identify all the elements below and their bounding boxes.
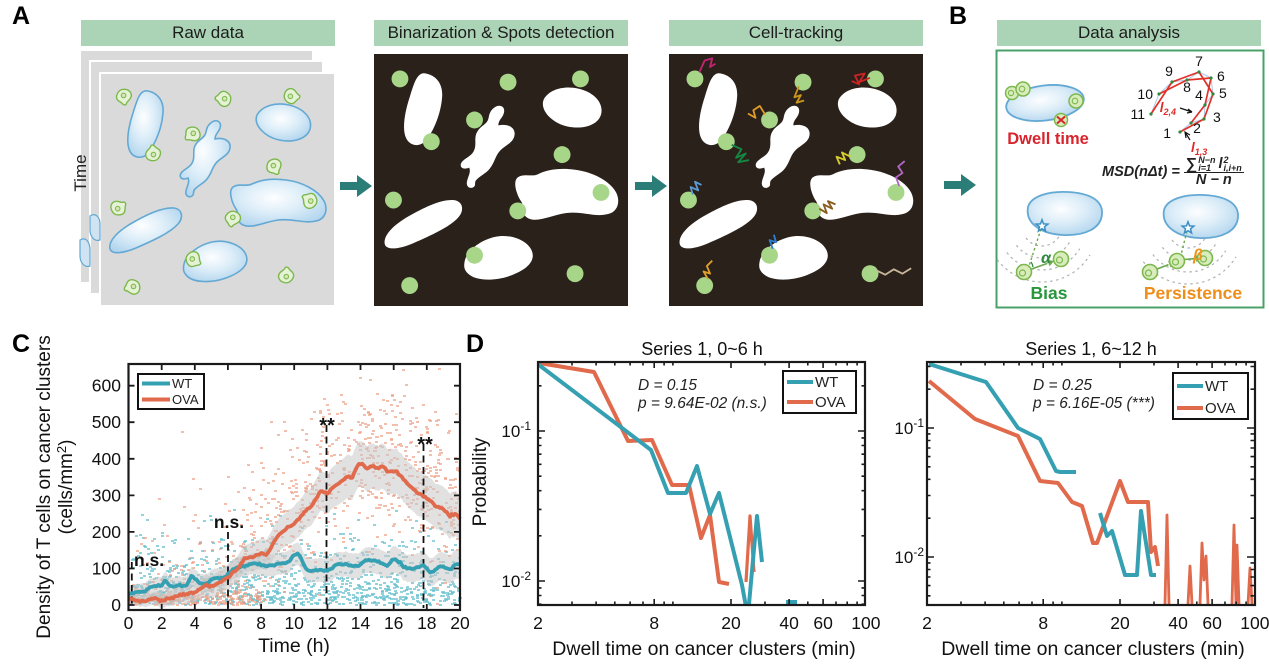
svg-text:20: 20 [1110, 613, 1130, 633]
svg-text:3: 3 [1213, 109, 1221, 125]
svg-text:60: 60 [1202, 613, 1222, 633]
svg-text:10-2: 10-2 [501, 569, 531, 591]
svg-text:Dwell time: Dwell time [1007, 130, 1089, 148]
svg-text:n.s.: n.s. [134, 550, 164, 570]
svg-text:WT: WT [1205, 378, 1228, 395]
svg-text:20: 20 [721, 613, 741, 633]
svg-text:12: 12 [318, 613, 337, 633]
svg-text:8: 8 [649, 613, 659, 633]
svg-text:Series 1, 6~12 h: Series 1, 6~12 h [1025, 339, 1157, 359]
svg-text:p = 6.16E-05 (***): p = 6.16E-05 (***) [1032, 395, 1155, 412]
svg-text:40: 40 [779, 613, 799, 633]
svg-text:2: 2 [157, 613, 167, 633]
svg-text:8: 8 [1038, 613, 1048, 633]
svg-text:n.s.: n.s. [214, 512, 244, 532]
svg-text:400: 400 [92, 449, 121, 469]
svg-text:**: ** [319, 415, 335, 437]
svg-text:D = 0.25: D = 0.25 [1033, 377, 1092, 394]
svg-text:Dwell time on cancer clusters: Dwell time on cancer clusters (min) [552, 638, 855, 660]
svg-text:OVA: OVA [815, 394, 846, 411]
svg-text:2: 2 [533, 613, 543, 633]
svg-text:10-2: 10-2 [894, 545, 924, 567]
svg-text:β: β [1192, 247, 1203, 264]
svg-text:2: 2 [922, 613, 932, 633]
svg-text:16: 16 [384, 613, 403, 633]
svg-text:Dwell time on cancer clusters: Dwell time on cancer clusters (min) [941, 638, 1244, 660]
svg-text:10-1: 10-1 [894, 416, 924, 438]
svg-text:**: ** [417, 434, 433, 456]
svg-text:500: 500 [92, 412, 121, 432]
svg-text:100: 100 [92, 559, 121, 579]
svg-text:9: 9 [1165, 63, 1173, 79]
svg-text:WT: WT [172, 376, 192, 391]
svg-text:10: 10 [1137, 86, 1153, 102]
svg-text:18: 18 [417, 613, 436, 633]
svg-text:4: 4 [190, 613, 200, 633]
svg-text:Density of T cells on cancer c: Density of T cells on cancer clusters [34, 335, 55, 638]
svg-text:α: α [1041, 250, 1052, 267]
svg-text:200: 200 [92, 522, 121, 542]
svg-text:0: 0 [111, 595, 121, 615]
svg-text:Persistence: Persistence [1144, 283, 1243, 303]
svg-text:20: 20 [450, 613, 470, 633]
svg-text:WT: WT [815, 374, 838, 391]
svg-text:40: 40 [1168, 613, 1188, 633]
svg-text:8: 8 [1183, 79, 1191, 95]
svg-text:Series 1, 0~6 h: Series 1, 0~6 h [641, 339, 763, 359]
svg-text:5: 5 [1219, 85, 1227, 101]
svg-text:300: 300 [92, 485, 121, 505]
svg-text:OVA: OVA [1205, 400, 1236, 417]
svg-text:Probability: Probability [470, 437, 491, 526]
svg-text:4: 4 [1195, 87, 1203, 103]
svg-text:Time (h): Time (h) [258, 635, 330, 657]
svg-text:10: 10 [284, 613, 304, 633]
svg-text:2: 2 [1193, 120, 1201, 136]
svg-text:60: 60 [813, 613, 833, 633]
svg-text:100: 100 [851, 613, 880, 633]
svg-text:8: 8 [256, 613, 266, 633]
svg-text:6: 6 [223, 613, 233, 633]
svg-text:1: 1 [1163, 125, 1171, 141]
svg-text:11: 11 [1130, 106, 1145, 122]
svg-text:6: 6 [1217, 68, 1225, 84]
svg-text:OVA: OVA [172, 392, 199, 407]
svg-text:p = 9.64E-02 (n.s.): p = 9.64E-02 (n.s.) [637, 395, 767, 412]
svg-text:D = 0.15: D = 0.15 [638, 377, 697, 394]
svg-text:600: 600 [92, 376, 121, 396]
svg-text:10-1: 10-1 [501, 419, 531, 441]
svg-text:0: 0 [124, 613, 134, 633]
svg-text:Time: Time [71, 154, 90, 191]
svg-text:(cells/mm2): (cells/mm2) [54, 440, 77, 535]
svg-text:Bias: Bias [1031, 283, 1068, 303]
svg-text:14: 14 [351, 613, 371, 633]
svg-text:7: 7 [1195, 53, 1203, 69]
svg-text:100: 100 [1240, 613, 1269, 633]
